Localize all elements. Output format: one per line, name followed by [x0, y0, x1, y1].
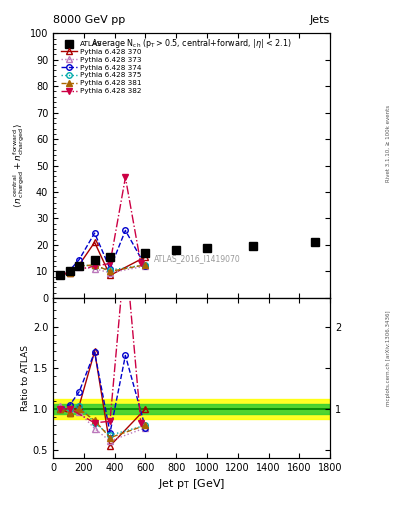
Text: Rivet 3.1.10, ≥ 100k events: Rivet 3.1.10, ≥ 100k events — [386, 105, 391, 182]
Pythia 6.428 375 — [77, 262, 82, 268]
Pythia 6.428 373 — [92, 266, 97, 272]
Pythia 6.428 370 — [77, 262, 82, 268]
Pythia 6.428 381 — [58, 272, 62, 279]
Pythia 6.428 382 — [138, 261, 143, 267]
Pythia 6.428 375 — [68, 268, 72, 274]
Legend: ATLAS, Pythia 6.428 370, Pythia 6.428 373, Pythia 6.428 374, Pythia 6.428 375, P: ATLAS, Pythia 6.428 370, Pythia 6.428 37… — [59, 39, 143, 96]
Pythia 6.428 370 — [143, 254, 148, 260]
Y-axis label: $\langle\,n^{\rm central}_{\rm charged}+n^{\rm forward}_{\rm charged}\,\rangle$: $\langle\,n^{\rm central}_{\rm charged}+… — [11, 123, 27, 208]
Line: ATLAS: ATLAS — [56, 238, 319, 280]
Pythia 6.428 373 — [108, 270, 112, 276]
ATLAS — [205, 245, 209, 251]
Pythia 6.428 373 — [77, 264, 82, 270]
Text: ATLAS_2016_I1419070: ATLAS_2016_I1419070 — [154, 254, 241, 264]
ATLAS — [108, 254, 112, 260]
Line: Pythia 6.428 381: Pythia 6.428 381 — [57, 262, 148, 278]
Text: mcplots.cern.ch [arXiv:1306.3436]: mcplots.cern.ch [arXiv:1306.3436] — [386, 311, 391, 406]
ATLAS — [251, 243, 255, 249]
Pythia 6.428 381 — [92, 262, 97, 268]
Text: Jets: Jets — [310, 14, 330, 25]
Text: 8000 GeV pp: 8000 GeV pp — [53, 14, 125, 25]
Text: Average N$_{\rm ch}$ (p$_{\rm T}>$0.5, central+forward, $|\eta|$ < 2.1): Average N$_{\rm ch}$ (p$_{\rm T}>$0.5, c… — [91, 37, 292, 50]
ATLAS — [174, 247, 178, 253]
Pythia 6.428 374 — [77, 257, 82, 263]
Pythia 6.428 373 — [143, 263, 148, 269]
Pythia 6.428 375 — [92, 263, 97, 269]
Pythia 6.428 374 — [92, 230, 97, 236]
Y-axis label: Ratio to ATLAS: Ratio to ATLAS — [21, 345, 30, 411]
Pythia 6.428 374 — [108, 266, 112, 272]
Pythia 6.428 382 — [92, 263, 97, 269]
Pythia 6.428 370 — [58, 272, 62, 279]
Pythia 6.428 374 — [123, 227, 128, 233]
Pythia 6.428 375 — [108, 267, 112, 273]
ATLAS — [77, 263, 82, 269]
Line: Pythia 6.428 370: Pythia 6.428 370 — [57, 240, 148, 278]
Pythia 6.428 375 — [58, 272, 62, 279]
Pythia 6.428 382 — [58, 272, 62, 279]
X-axis label: Jet p$_{\rm T}$ [GeV]: Jet p$_{\rm T}$ [GeV] — [158, 477, 225, 492]
Pythia 6.428 381 — [68, 270, 72, 276]
Line: Pythia 6.428 374: Pythia 6.428 374 — [57, 228, 148, 278]
ATLAS — [143, 250, 148, 256]
ATLAS — [92, 257, 97, 263]
ATLAS — [58, 272, 62, 279]
Pythia 6.428 375 — [143, 262, 148, 268]
Pythia 6.428 374 — [68, 267, 72, 273]
ATLAS — [312, 239, 317, 245]
Pythia 6.428 370 — [68, 270, 72, 276]
Pythia 6.428 381 — [77, 263, 82, 269]
Pythia 6.428 381 — [143, 262, 148, 268]
Line: Pythia 6.428 373: Pythia 6.428 373 — [57, 263, 148, 278]
Pythia 6.428 370 — [108, 272, 112, 279]
Pythia 6.428 373 — [68, 268, 72, 274]
Pythia 6.428 374 — [143, 263, 148, 269]
Pythia 6.428 373 — [58, 271, 62, 278]
Line: Pythia 6.428 382: Pythia 6.428 382 — [57, 175, 143, 278]
Pythia 6.428 382 — [123, 175, 128, 181]
ATLAS — [68, 268, 72, 274]
Pythia 6.428 382 — [68, 268, 72, 274]
Pythia 6.428 374 — [58, 272, 62, 279]
Pythia 6.428 370 — [92, 239, 97, 245]
Line: Pythia 6.428 375: Pythia 6.428 375 — [57, 262, 148, 278]
Pythia 6.428 381 — [108, 268, 112, 274]
Pythia 6.428 382 — [108, 261, 112, 267]
